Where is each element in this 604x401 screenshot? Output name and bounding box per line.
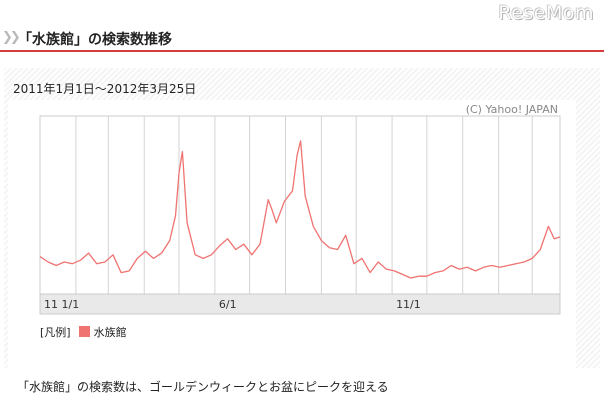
legend-swatch [78, 326, 90, 337]
x-tick-label: 11/1 [396, 298, 421, 311]
line-chart: 11 1/1 6/1 11/1 [39, 115, 561, 315]
section-title: 「水族館」の検索数推移 [18, 32, 172, 48]
chart-legend: [凡例] 水族館 [40, 324, 127, 340]
header-underline [0, 50, 604, 52]
chevron-right-icon: ❯❯ [2, 30, 21, 45]
x-tick-label: 11 1/1 [44, 298, 79, 311]
data-credit: (C) Yahoo! JAPAN [465, 103, 558, 116]
x-tick-label: 6/1 [219, 298, 237, 311]
chart-caption: 「水族館」の検索数は、ゴールデンウィークとお盆にピークを迎える [17, 380, 389, 394]
x-axis-band [39, 293, 561, 315]
legend-title: [凡例] [40, 326, 71, 339]
date-range-label: 2011年1月1日～2012年3月25日 [13, 82, 197, 96]
legend-series-name: 水族館 [93, 326, 127, 339]
chart-box: 11 1/1 6/1 11/1 [8, 100, 576, 370]
series-line [39, 140, 561, 279]
brand-logo: ReseMom [498, 2, 594, 24]
section-header: ❯❯ 「水族館」の検索数推移 [0, 24, 604, 52]
